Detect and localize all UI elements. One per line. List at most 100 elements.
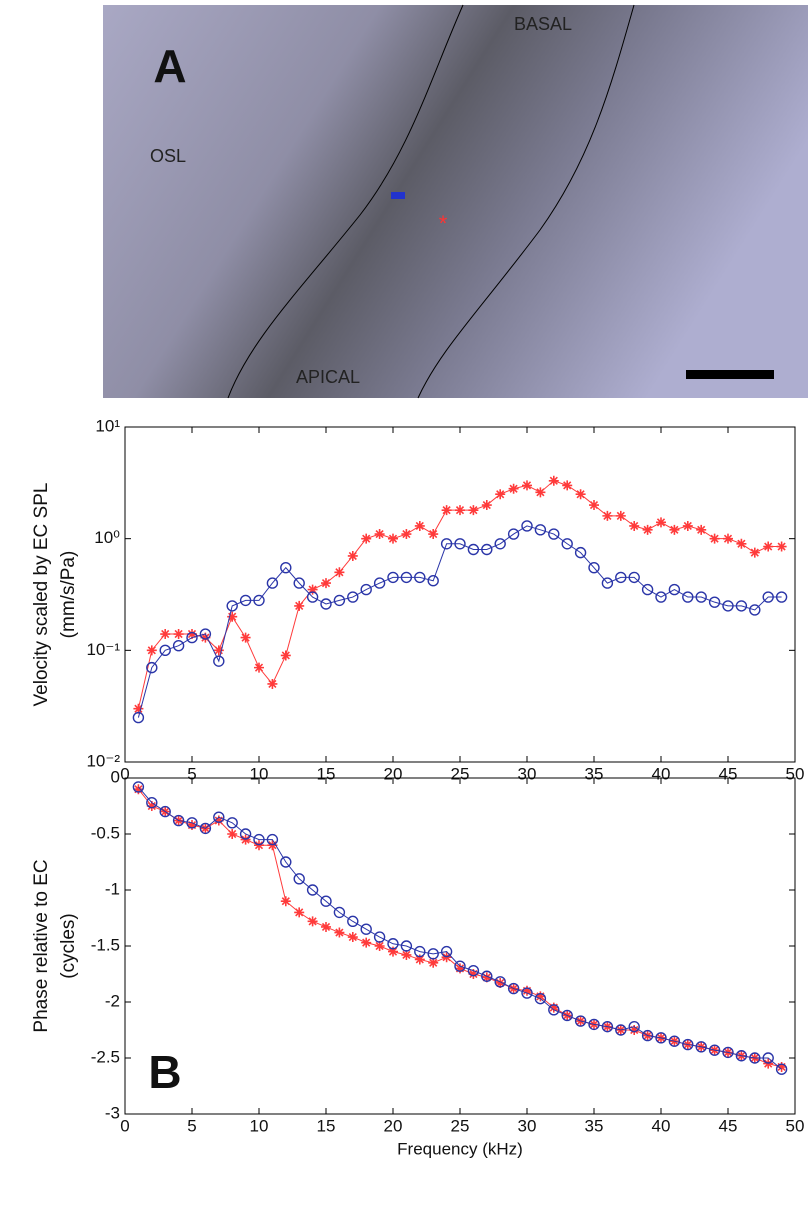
circle-marker xyxy=(373,931,386,943)
star-marker xyxy=(280,896,291,907)
series-line xyxy=(138,786,782,1070)
circle-marker xyxy=(360,923,372,935)
boundary-line xyxy=(227,4,464,399)
photo-panel: * A OSL BASAL APICAL xyxy=(103,4,808,399)
x-tick-label: 10 xyxy=(250,764,269,783)
star-marker xyxy=(173,629,184,640)
star-marker xyxy=(374,529,385,540)
star-marker xyxy=(615,510,626,521)
star-marker xyxy=(213,815,224,826)
y-tick-label: 0 xyxy=(111,767,120,786)
star-marker xyxy=(455,505,465,516)
circle-marker xyxy=(387,938,399,950)
circle-marker xyxy=(239,594,252,607)
circle-marker xyxy=(601,1020,614,1033)
circle-marker xyxy=(186,631,198,644)
circle-marker xyxy=(762,1052,774,1064)
circle-marker xyxy=(199,628,212,640)
circle-marker xyxy=(400,940,413,952)
x-tick-label: 5 xyxy=(187,1116,196,1135)
y-tick-label: -2.5 xyxy=(91,1047,120,1066)
star-marker xyxy=(388,533,398,544)
star-marker xyxy=(548,475,559,486)
circle-marker xyxy=(333,906,346,919)
y-tick-label: -1.5 xyxy=(91,935,120,954)
star-marker xyxy=(294,907,305,918)
circle-marker xyxy=(226,600,238,612)
x-axis-label: Frequency (kHz) xyxy=(397,1139,523,1158)
circle-marker xyxy=(306,884,319,896)
region-label: OSL xyxy=(150,146,186,166)
x-tick-label: 5 xyxy=(187,764,196,783)
blue-marker xyxy=(391,192,405,199)
boundary-line xyxy=(417,4,635,399)
star-marker xyxy=(575,489,586,500)
star-marker xyxy=(374,941,385,951)
red-marker: * xyxy=(439,211,448,236)
circle-marker xyxy=(628,571,640,584)
scale-bar xyxy=(686,370,774,379)
circle-marker xyxy=(641,1029,654,1042)
star-marker xyxy=(280,650,291,661)
circle-marker xyxy=(521,987,533,999)
circle-marker xyxy=(561,1009,573,1022)
y-tick-label: 10⁰ xyxy=(94,528,120,547)
star-marker xyxy=(535,991,546,1002)
panel-label: A xyxy=(153,40,186,92)
circle-marker xyxy=(387,571,399,584)
circle-marker xyxy=(427,948,439,960)
star-marker xyxy=(468,969,479,979)
circle-marker xyxy=(414,945,426,958)
star-marker xyxy=(334,927,345,938)
star-marker xyxy=(160,629,171,640)
circle-marker xyxy=(722,1046,734,1059)
circle-marker xyxy=(534,524,547,536)
plot-frame xyxy=(124,426,796,763)
circle-marker xyxy=(762,591,774,603)
star-marker xyxy=(642,524,653,535)
circle-marker xyxy=(682,1038,694,1051)
circle-marker xyxy=(213,811,225,823)
star-marker xyxy=(361,533,372,544)
star-marker xyxy=(535,487,546,498)
star-marker xyxy=(468,505,479,516)
star-marker xyxy=(481,972,492,983)
y-tick-label: -1 xyxy=(105,879,120,898)
circle-marker xyxy=(548,1004,560,1016)
circle-marker xyxy=(266,577,279,589)
circle-marker xyxy=(146,796,158,809)
circle-marker xyxy=(655,1032,667,1044)
circle-marker xyxy=(280,856,292,868)
star-marker xyxy=(562,480,573,491)
star-marker xyxy=(213,645,224,656)
circle-marker xyxy=(132,711,145,724)
star-marker xyxy=(508,483,519,494)
circle-marker xyxy=(507,982,520,995)
panel-label: B xyxy=(148,1046,181,1098)
circle-marker xyxy=(655,591,667,603)
x-tick-label: 30 xyxy=(518,764,537,783)
star-marker xyxy=(602,510,613,521)
star-marker xyxy=(347,932,358,943)
circle-marker xyxy=(280,561,292,574)
circle-marker xyxy=(320,895,332,907)
star-marker xyxy=(187,820,197,831)
star-marker xyxy=(669,524,680,535)
star-marker xyxy=(749,547,760,558)
circle-marker xyxy=(775,591,788,603)
circle-marker xyxy=(172,814,185,827)
circle-marker xyxy=(440,538,453,550)
chart: 0 5 10 15 20 25 30 35 40 45 50 10⁻² 10⁻¹ 10⁰ 10¹ Veloci… xyxy=(31,416,804,783)
circle-marker xyxy=(454,960,466,972)
star-marker xyxy=(414,954,425,965)
circle-marker xyxy=(534,992,547,1005)
region-label: BASAL xyxy=(514,14,572,34)
circle-marker xyxy=(213,655,225,667)
circle-marker xyxy=(507,528,520,540)
circle-marker xyxy=(615,1024,627,1036)
region-label: APICAL xyxy=(296,367,360,387)
star-marker xyxy=(307,916,318,927)
star-marker xyxy=(334,567,345,578)
circle-marker xyxy=(628,1020,640,1033)
star-marker xyxy=(294,600,305,611)
